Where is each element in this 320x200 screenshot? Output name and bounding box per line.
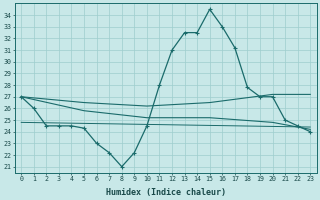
X-axis label: Humidex (Indice chaleur): Humidex (Indice chaleur) <box>106 188 226 197</box>
